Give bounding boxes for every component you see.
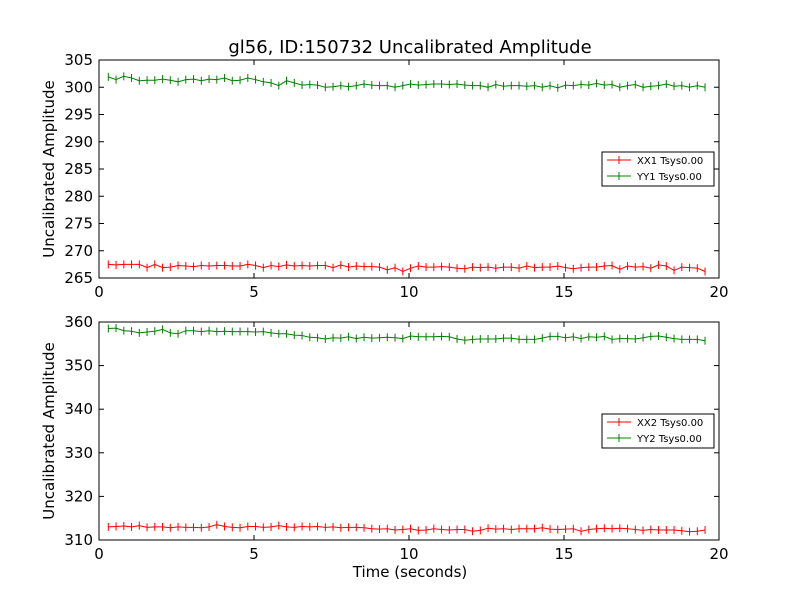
top-ytick-label: 295 (64, 106, 93, 124)
top-plot: 0 5 10 15 20 265 270 275 280 285 290 295 300 305 Unca… (40, 51, 729, 301)
bottom-ytick-label: 320 (64, 487, 93, 505)
bottom-ytick-label: 350 (64, 357, 93, 375)
top-xtick-label: 15 (554, 283, 573, 301)
bottom-ytick-label: 330 (64, 444, 93, 462)
bottom-xtick-label: 15 (554, 545, 573, 563)
top-legend: XX1 Tsys0.00 YY1 Tsys0.00 (601, 151, 715, 187)
top-legend-box (601, 151, 715, 187)
top-legend-yy-label: YY1 Tsys0.00 (636, 172, 702, 183)
top-xtick-label: 20 (709, 283, 728, 301)
bottom-series-yy-line (108, 327, 706, 342)
top-ytick-label: 270 (64, 242, 93, 260)
top-series-xx-line (108, 263, 706, 273)
bottom-series-xx-line (108, 524, 706, 533)
top-plot-series (107, 72, 706, 276)
bottom-xtick-label: 5 (249, 545, 259, 563)
top-ytick-label: 280 (64, 187, 93, 205)
bottom-legend-yy-label: YY2 Tsys0.00 (636, 434, 702, 445)
bottom-xtick-label: 0 (94, 545, 104, 563)
bottom-ylabel: Uncalibrated Amplitude (40, 342, 58, 519)
bottom-plot: 0 5 10 15 20 310 320 330 340 350 360 Uncalibrated … (40, 313, 729, 581)
top-xtick-label: 10 (399, 283, 418, 301)
chart-title: gl56, ID:150732 Uncalibrated Amplitude (228, 37, 591, 58)
bottom-plot-series (107, 324, 706, 536)
bottom-ytick-label: 340 (64, 400, 93, 418)
bottom-ytick-label: 360 (64, 313, 93, 331)
bottom-legend-box (601, 413, 715, 449)
bottom-legend-xx-label: XX2 Tsys0.00 (637, 418, 703, 429)
top-ytick-label: 305 (64, 51, 93, 69)
bottom-legend: XX2 Tsys0.00 YY2 Tsys0.00 (601, 413, 715, 449)
bottom-xtick-label: 10 (399, 545, 418, 563)
top-plot-ticks: 0 5 10 15 20 265 270 275 280 285 290 295 300 305 (64, 51, 728, 301)
top-xtick-label: 5 (249, 283, 259, 301)
top-ytick-label: 285 (64, 160, 93, 178)
bottom-xtick-label: 20 (709, 545, 728, 563)
top-ylabel: Uncalibrated Amplitude (40, 80, 58, 257)
top-ytick-label: 265 (64, 269, 93, 287)
top-ytick-label: 300 (64, 78, 93, 96)
top-series-yy-line (108, 75, 706, 89)
top-xtick-label: 0 (94, 283, 104, 301)
bottom-xlabel: Time (seconds) (352, 563, 468, 581)
bottom-ytick-label: 310 (64, 531, 93, 549)
top-ytick-label: 275 (64, 215, 93, 233)
bottom-plot-ticks: 0 5 10 15 20 310 320 330 340 350 360 (64, 313, 728, 563)
top-ytick-label: 290 (64, 133, 93, 151)
top-legend-xx-label: XX1 Tsys0.00 (637, 156, 703, 167)
